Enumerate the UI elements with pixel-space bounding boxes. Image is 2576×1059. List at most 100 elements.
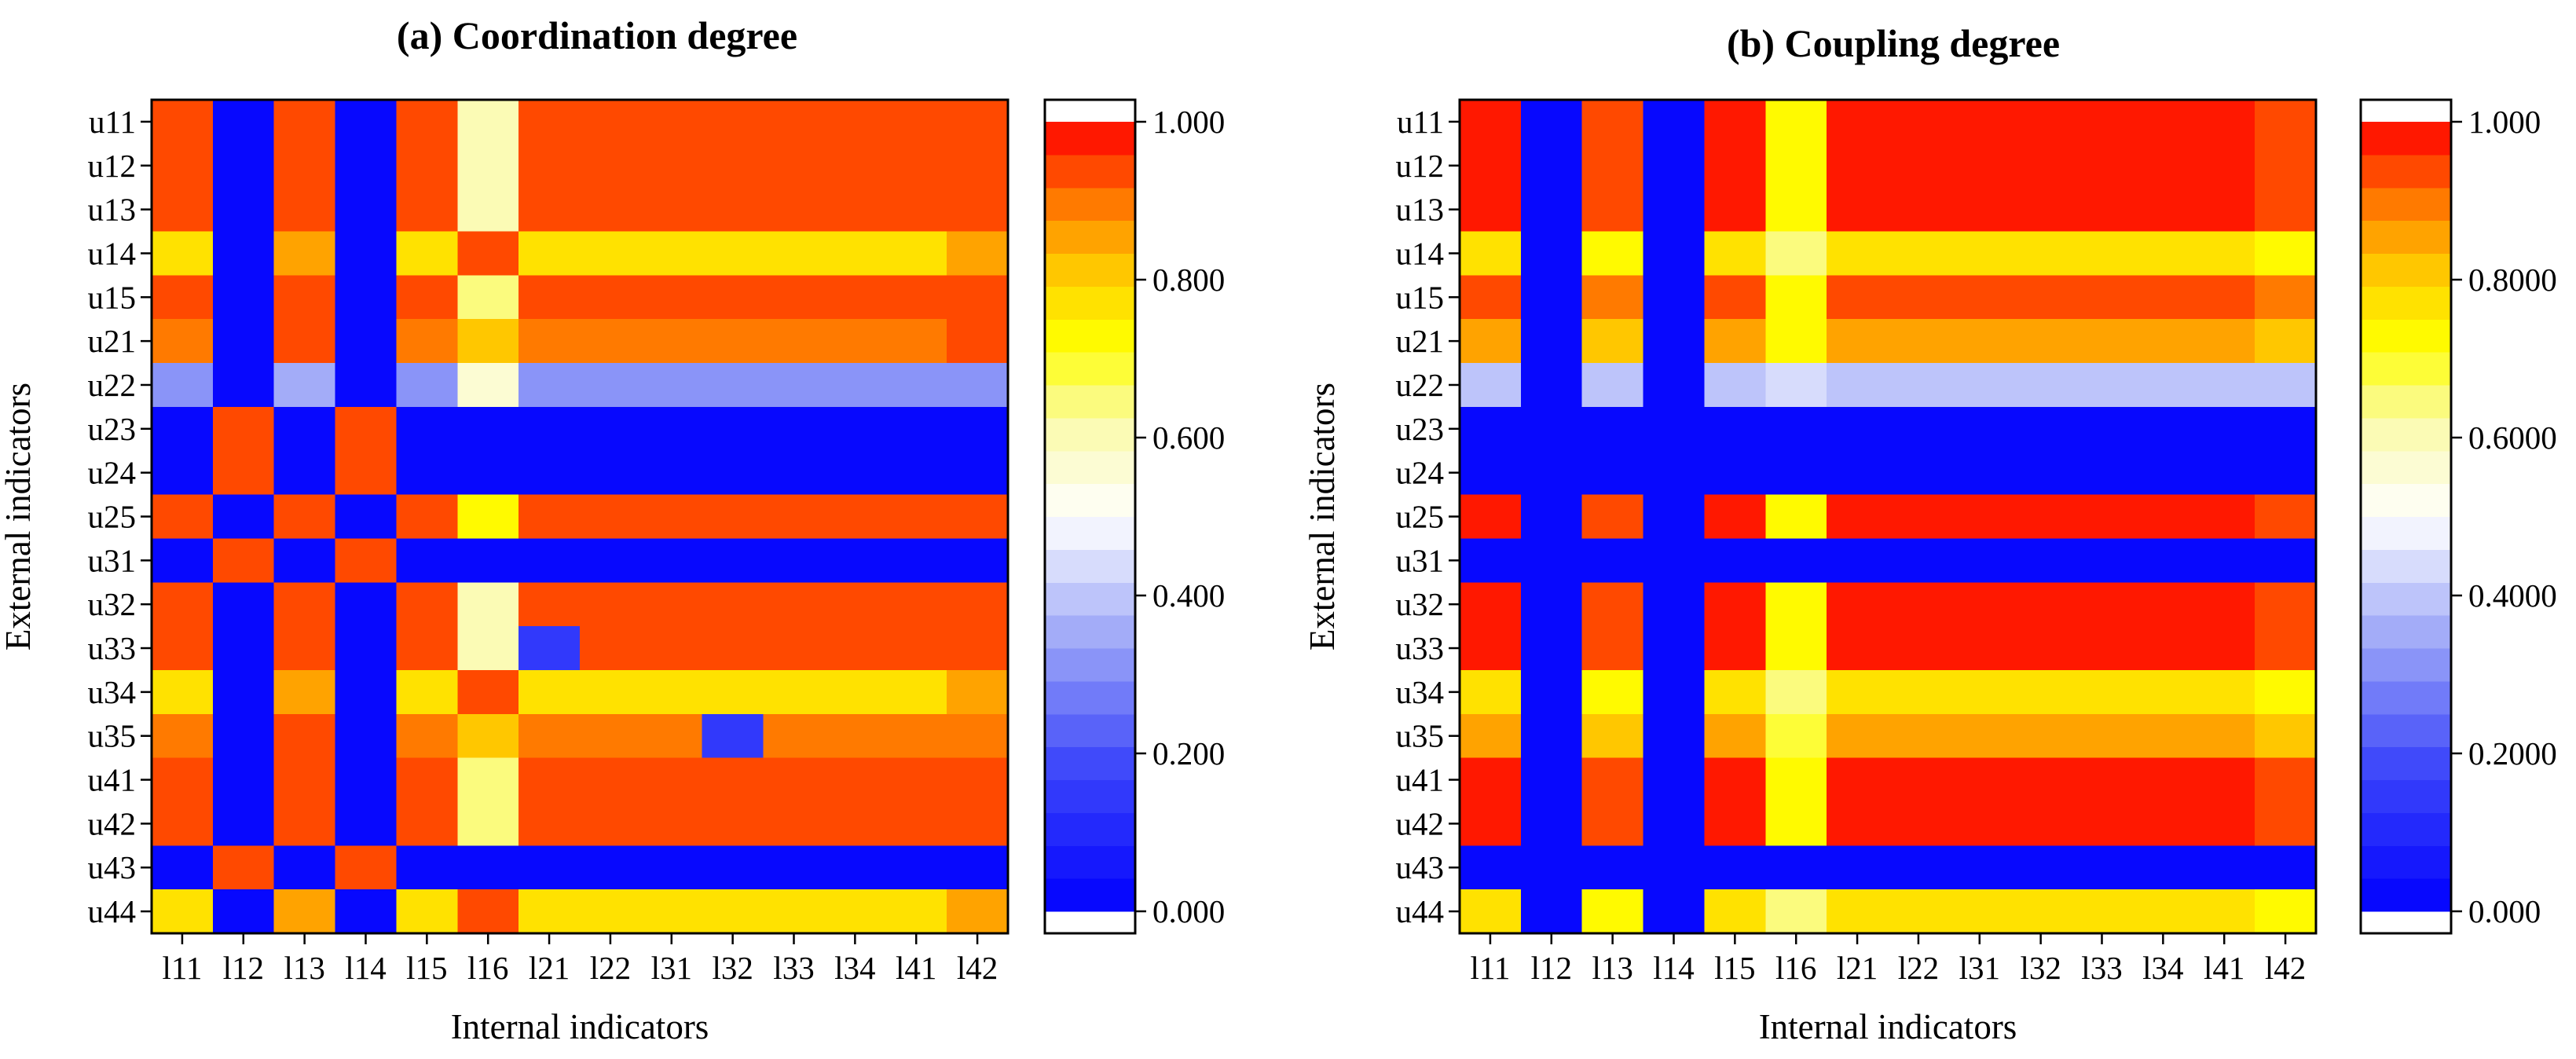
colorbar-segment	[1045, 549, 1135, 583]
heatmap-cell-u32-l13	[273, 582, 336, 627]
heatmap-cell-u23-l32	[702, 406, 764, 452]
heatmap-cell-u24-l32	[2010, 450, 2072, 496]
colorbar-segment	[1045, 450, 1135, 485]
heatmap-cell-u42-l15	[396, 801, 458, 846]
heatmap-cell-u31-l31	[640, 538, 703, 583]
heatmap-cell-u24-l33	[2071, 450, 2134, 496]
heatmap-cell-u43-l21	[1827, 845, 1889, 890]
heatmap-cell-u41-l15	[396, 757, 458, 803]
heatmap-cell-u24-l42	[947, 450, 1009, 496]
heatmap-cell-u23-l42	[947, 406, 1009, 452]
heatmap-cell-u42-l11	[1460, 801, 1522, 846]
heatmap-cells	[152, 100, 1009, 934]
heatmap-cell-u12-l12	[212, 143, 275, 189]
y-tick-label: u34	[88, 674, 137, 710]
heatmap-cell-u14-l14	[1643, 231, 1706, 276]
heatmap-cell-u44-l32	[2010, 889, 2072, 934]
heatmap-cell-u32-l41	[885, 582, 947, 627]
heatmap-cell-u43-l31	[640, 845, 703, 890]
heatmap-cell-u41-l42	[947, 757, 1009, 803]
heatmap-cell-u15-l11	[152, 275, 214, 320]
heatmap-cell-u24-l13	[273, 450, 336, 496]
heatmap-cell-u24-l15	[1704, 450, 1766, 496]
heatmap-cell-u34-l16	[457, 669, 519, 715]
heatmap-cell-u23-l33	[2071, 406, 2134, 452]
heatmap-cell-u15-l12	[1520, 275, 1583, 320]
colorbar-segment	[2361, 812, 2451, 846]
heatmap-cell-u33-l42	[947, 626, 1009, 671]
heatmap-cell-u33-l11	[152, 626, 214, 671]
heatmap-cell-u43-l21	[518, 845, 581, 890]
heatmap-cell-u14-l11	[152, 231, 214, 276]
heatmap-cell-u41-l33	[763, 757, 826, 803]
heatmap-cell-u35-l31	[1948, 713, 2011, 759]
heatmap-cell-u33-l15	[1704, 626, 1766, 671]
heatmap-cell-u42-l21	[1827, 801, 1889, 846]
colorbar-tick-label: 1.000	[2468, 104, 2541, 140]
heatmap-cell-u33-l12	[212, 626, 275, 671]
heatmap-cell-u14-l13	[273, 231, 336, 276]
heatmap-cell-u21-l21	[1827, 319, 1889, 364]
heatmap-cell-u11-l13	[273, 100, 336, 145]
heatmap-cell-u32-l14	[1643, 582, 1706, 627]
heatmap-cell-u42-l16	[457, 801, 519, 846]
heatmap-cell-u11-l22	[1888, 100, 1950, 145]
heatmap-cell-u42-l22	[1888, 801, 1950, 846]
heatmap-cell-u34-l14	[1643, 669, 1706, 715]
x-tick-label: l11	[1470, 950, 1510, 986]
y-tick-label: u41	[1396, 762, 1445, 798]
heatmap-cell-u31-l33	[2071, 538, 2134, 583]
heatmap-cell-u14-l12	[212, 231, 275, 276]
y-tick-label: u24	[88, 455, 137, 491]
heatmap-cell-u44-l33	[2071, 889, 2134, 934]
y-tick-label: u21	[1396, 323, 1445, 359]
heatmap-cell-u33-l21	[1827, 626, 1889, 671]
x-tick-label: l13	[284, 950, 324, 986]
heatmap-cell-u14-l12	[1520, 231, 1583, 276]
heatmap-cell-u11-l21	[518, 100, 581, 145]
heatmap-cell-u11-l11	[1460, 100, 1522, 145]
x-axis-label: Internal indicators	[451, 1007, 709, 1046]
heatmap-cell-u11-l32	[2010, 100, 2072, 145]
heatmap-cell-u22-l32	[702, 363, 764, 408]
heatmap-cell-u35-l32	[702, 713, 764, 759]
heatmap-cell-u32-l41	[2193, 582, 2255, 627]
heatmap-cell-u33-l33	[763, 626, 826, 671]
heatmap-panel-b: (b) Coupling degree u11 u12 u13 u14 u15 u21 u22…	[1303, 21, 2557, 1046]
heatmap-cell-u12-l33	[2071, 143, 2134, 189]
heatmap-cell-u15-l22	[1888, 275, 1950, 320]
heatmap-cell-u43-l31	[1948, 845, 2011, 890]
colorbar-segment	[2361, 516, 2451, 550]
y-tick-label: u23	[88, 411, 137, 447]
heatmap-cell-u14-l21	[1827, 231, 1889, 276]
colorbar-tick-label: 0.000	[1152, 893, 1225, 929]
x-tick-label: l41	[896, 950, 936, 986]
colorbar-segment	[2361, 779, 2451, 813]
heatmap-cell-u44-l11	[152, 889, 214, 934]
heatmap-cell-u11-l41	[2193, 100, 2255, 145]
heatmap-cell-u13-l21	[518, 187, 581, 233]
heatmap-cells	[1460, 100, 2317, 934]
heatmap-cell-u35-l13	[1581, 713, 1644, 759]
heatmap-cell-u21-l42	[947, 319, 1009, 364]
heatmap-cell-u22-l16	[1765, 363, 1827, 408]
y-tick-label: u25	[1396, 499, 1445, 535]
heatmap-cell-u12-l41	[2193, 143, 2255, 189]
colorbar-segment	[1045, 812, 1135, 846]
heatmap-cell-u31-l14	[335, 538, 398, 583]
heatmap-cell-u31-l21	[1827, 538, 1889, 583]
heatmap-cell-u13-l34	[824, 187, 886, 233]
heatmap-cell-u14-l22	[580, 231, 642, 276]
heatmap-cell-u44-l21	[518, 889, 581, 934]
heatmap-cell-u25-l42	[2255, 494, 2317, 540]
heatmap-cell-u25-l13	[273, 494, 336, 540]
heatmap-cell-u22-l33	[2071, 363, 2134, 408]
heatmap-cell-u35-l16	[1765, 713, 1827, 759]
heatmap-cell-u33-l41	[2193, 626, 2255, 671]
heatmap-cell-u34-l31	[640, 669, 703, 715]
heatmap-cell-u35-l14	[335, 713, 398, 759]
heatmap-cell-u12-l13	[273, 143, 336, 189]
heatmap-cell-u42-l14	[335, 801, 398, 846]
heatmap-cell-u43-l22	[580, 845, 642, 890]
heatmap-cell-u12-l16	[1765, 143, 1827, 189]
